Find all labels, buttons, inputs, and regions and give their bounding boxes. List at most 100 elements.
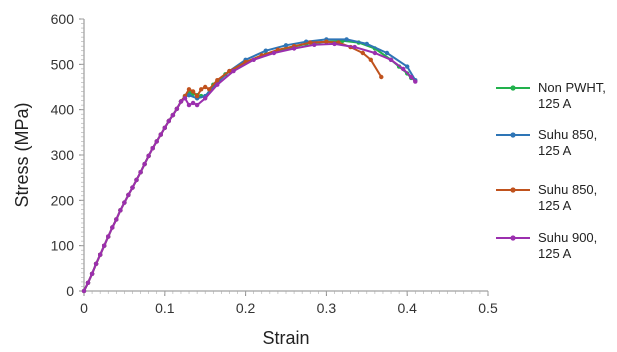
data-point xyxy=(170,112,176,118)
legend-item: Suhu 850,125 A xyxy=(496,127,597,158)
y-tick-label: 100 xyxy=(51,238,75,254)
data-point xyxy=(93,261,99,266)
data-point xyxy=(368,57,373,62)
data-point xyxy=(409,74,414,80)
data-point xyxy=(85,280,91,285)
data-point xyxy=(413,79,418,84)
data-point xyxy=(118,208,123,213)
legend-item: Suhu 850,125 A xyxy=(496,182,597,213)
x-tick-label: 0.1 xyxy=(155,300,175,316)
data-point xyxy=(110,225,115,230)
data-point xyxy=(372,50,378,56)
legend-label: 125 A xyxy=(538,198,572,213)
legend-swatch-marker xyxy=(510,187,516,193)
data-point xyxy=(215,78,220,83)
y-tick-label: 300 xyxy=(51,147,75,163)
x-tick-label: 0.5 xyxy=(478,300,498,316)
data-point xyxy=(215,82,220,87)
data-point xyxy=(142,161,147,167)
x-tick-label: 0.4 xyxy=(397,300,417,316)
data-point xyxy=(384,50,390,56)
data-point xyxy=(102,243,107,248)
legend-label: 125 A xyxy=(538,246,572,261)
legend-label: 125 A xyxy=(538,143,572,158)
data-point xyxy=(158,132,163,137)
data-point xyxy=(178,99,184,104)
series-3 xyxy=(81,39,384,294)
y-tick-label: 500 xyxy=(51,56,75,72)
data-point xyxy=(134,177,139,183)
data-point xyxy=(388,57,394,62)
data-point xyxy=(227,68,232,74)
data-point xyxy=(186,87,192,92)
data-point xyxy=(291,46,297,51)
data-point xyxy=(126,192,131,198)
data-point xyxy=(199,87,204,92)
data-point xyxy=(154,139,159,144)
data-point xyxy=(89,271,95,276)
data-point xyxy=(162,125,167,130)
data-point xyxy=(106,234,111,239)
data-point xyxy=(405,64,410,69)
data-point xyxy=(203,84,208,90)
data-point xyxy=(114,217,119,222)
legend-label: Non PWHT, xyxy=(538,80,606,95)
data-point xyxy=(194,102,200,108)
data-point xyxy=(186,102,192,108)
data-point xyxy=(324,39,329,44)
data-point xyxy=(312,42,317,47)
series-line xyxy=(83,40,383,292)
legend-label: Suhu 850, xyxy=(538,127,597,142)
legend-swatch-marker xyxy=(510,132,516,138)
data-point xyxy=(271,50,277,56)
data-point xyxy=(379,74,384,80)
legend-label: 125 A xyxy=(538,96,572,111)
data-point xyxy=(360,50,365,56)
data-point xyxy=(207,87,212,92)
x-tick-label: 0 xyxy=(80,300,88,316)
y-axis: 0 100 200 300 400 500 600 xyxy=(51,11,85,299)
data-point xyxy=(182,96,188,101)
y-tick-label: 400 xyxy=(51,102,75,118)
data-point xyxy=(174,106,180,112)
data-point xyxy=(203,96,208,101)
series-line xyxy=(83,38,417,292)
data-point xyxy=(401,66,406,72)
data-point xyxy=(190,89,196,94)
x-tick-label: 0.3 xyxy=(317,300,337,316)
data-point xyxy=(364,41,369,47)
data-point xyxy=(332,41,337,47)
y-tick-label: 600 xyxy=(51,11,75,27)
data-point xyxy=(194,93,200,99)
data-point xyxy=(146,153,151,159)
data-point xyxy=(231,68,236,74)
y-ticks: 0 100 200 300 400 500 600 xyxy=(51,11,84,299)
data-point xyxy=(344,37,349,42)
x-tick-label: 0.2 xyxy=(236,300,256,316)
y-axis-title: Stress (MPa) xyxy=(12,102,32,207)
series-line xyxy=(83,39,412,292)
data-point xyxy=(251,57,256,62)
data-point xyxy=(130,185,135,190)
data-point xyxy=(190,100,196,106)
series-group xyxy=(81,37,418,294)
x-axis-title: Strain xyxy=(262,328,309,348)
legend-swatch-marker xyxy=(510,235,516,241)
data-point xyxy=(150,146,155,151)
data-point xyxy=(81,288,87,294)
legend-label: Suhu 850, xyxy=(538,182,597,197)
series-2 xyxy=(81,37,418,294)
data-point xyxy=(308,40,313,45)
data-point xyxy=(283,43,289,48)
y-tick-label: 200 xyxy=(51,192,75,208)
y-tick-label: 0 xyxy=(66,283,74,299)
legend-item: Suhu 900,125 A xyxy=(496,230,597,261)
data-point xyxy=(138,170,143,175)
series-line xyxy=(83,42,417,292)
data-point xyxy=(166,118,171,124)
data-point xyxy=(186,93,192,98)
x-ticks: 0 0.1 0.2 0.3 0.4 0.5 xyxy=(80,291,498,316)
series-1 xyxy=(81,38,414,294)
